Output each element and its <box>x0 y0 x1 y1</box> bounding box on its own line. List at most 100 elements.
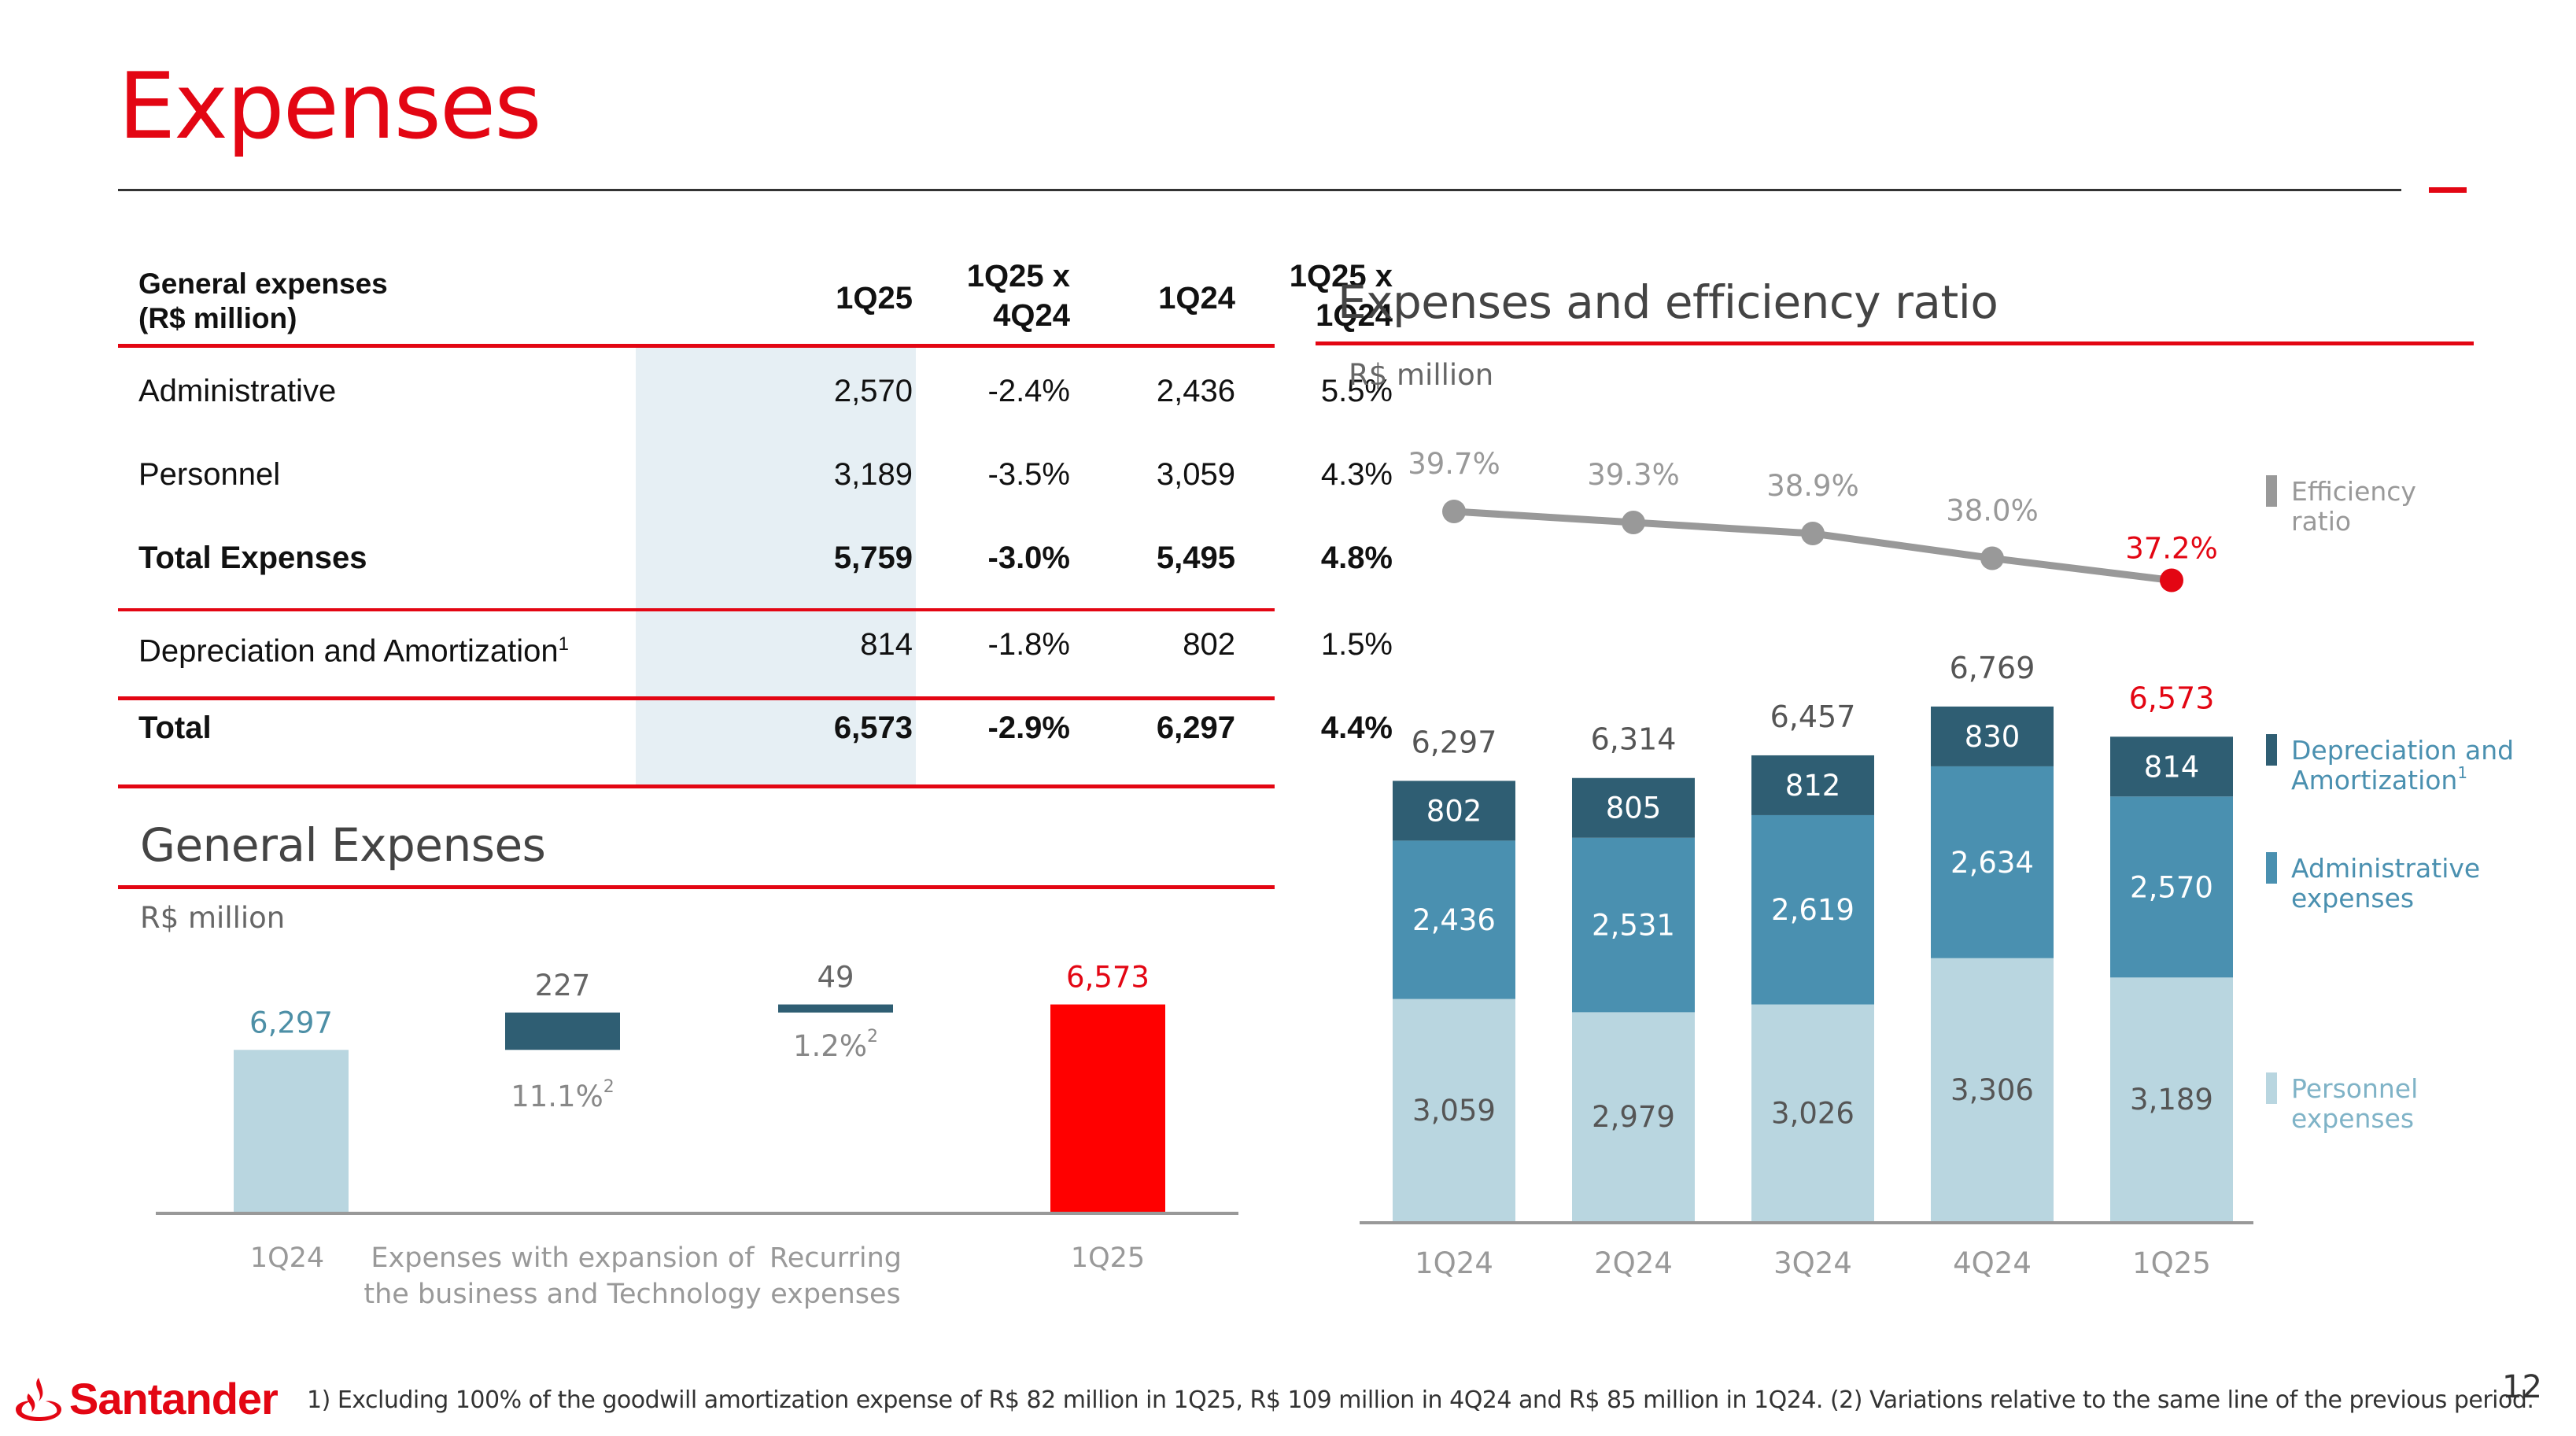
cell-1q24: 802 <box>1183 627 1235 662</box>
cell-1q25-vs-1q24: 4.3% <box>1320 457 1393 492</box>
general-expenses-rule <box>118 885 1275 889</box>
stacked-bar-segment <box>2110 977 2233 1221</box>
stacked-bar-segment <box>1393 840 1515 999</box>
stacked-bar-segment <box>1931 706 2054 766</box>
legend-label: expenses <box>2291 883 2414 914</box>
cell-1q25-vs-1q24: 4.8% <box>1320 541 1393 575</box>
waterfall-chart: 6,297 227 49 6,573 11.1%2 1.2%2 1Q24 Expenses w… <box>156 961 1238 1310</box>
stacked-category-label: 3Q24 <box>1773 1246 1852 1280</box>
legend-label: ratio <box>2291 506 2351 537</box>
table-rule-bottom <box>118 784 1275 788</box>
cell-1q25-vs-4q24: -3.0% <box>987 541 1071 575</box>
waterfall-value-label: 49 <box>817 961 854 995</box>
row-label: Administrative <box>138 371 336 411</box>
efficiency-point <box>1442 500 1466 523</box>
row-label-text: Personnel <box>138 457 281 492</box>
cell-1q24: 6,297 <box>1156 711 1235 745</box>
table-rule-middle <box>118 608 1275 611</box>
cell-1q25-vs-4q24: -1.8% <box>987 627 1071 662</box>
stacked-segment-label: 2,531 <box>1592 909 1675 943</box>
legend-swatch <box>2266 852 2277 884</box>
stacked-bar-segment <box>1751 1004 1874 1221</box>
page-number: 12 <box>2502 1369 2542 1405</box>
legend-label: Amortization1 <box>2291 763 2467 796</box>
stacked-segment-label: 814 <box>2144 750 2200 784</box>
stacked-segment-label: 3,189 <box>2130 1083 2213 1117</box>
waterfall-annotation: 11.1%2 <box>511 1077 614 1113</box>
waterfall-annotation: 1.2%2 <box>793 1027 878 1063</box>
row-label-text: Total <box>138 711 212 745</box>
stacked-bar-segment <box>2110 736 2233 797</box>
table-header-label-1: General expenses <box>138 268 388 300</box>
stacked-total-label: 6,297 <box>1412 725 1497 759</box>
cell-1q25-vs-4q24: -3.5% <box>987 457 1071 492</box>
efficiency-subtitle: R$ million <box>1349 358 1494 392</box>
legend-label: expenses <box>2291 1103 2414 1134</box>
table-row: Total 6,573 -2.9% 6,297 4.4% <box>118 708 1393 752</box>
row-label: Total Expenses <box>138 538 367 578</box>
stacked-bar-segment <box>1393 999 1515 1221</box>
legend-swatch <box>2266 734 2277 766</box>
stacked-bar-segment <box>1572 837 1695 1013</box>
efficiency-point <box>2160 568 2183 592</box>
efficiency-label: 38.0% <box>1946 494 2039 528</box>
row-label-text: Administrative <box>138 374 337 408</box>
cell-1q25: 2,570 <box>833 374 913 408</box>
general-expenses-subtitle: R$ million <box>140 901 286 935</box>
legend-label: Personnel <box>2291 1073 2418 1104</box>
legend-swatch <box>2266 1072 2277 1104</box>
row-label-text: Total Expenses <box>138 541 367 575</box>
waterfall-category-label: expenses <box>770 1279 901 1310</box>
table-row: Total Expenses 5,759 -3.0% 5,495 4.8% <box>118 538 1393 582</box>
cell-1q24: 3,059 <box>1156 457 1235 492</box>
stacked-bar-segment <box>1931 766 2054 958</box>
row-label: Total <box>138 708 212 748</box>
table-header-label-2: (R$ million) <box>138 302 297 334</box>
logo-text: Santander <box>69 1374 279 1423</box>
stacked-category-label: 4Q24 <box>1953 1246 2032 1280</box>
efficiency-point <box>1801 522 1825 545</box>
cell-1q25: 3,189 <box>833 457 913 492</box>
table-header-col4-line2: 1Q24 <box>1316 298 1393 333</box>
stacked-bar-segment <box>1751 814 1874 1005</box>
stacked-bar-segment <box>1393 781 1515 841</box>
stacked-total-label: 6,769 <box>1950 651 2035 685</box>
row-label-footnote: 1 <box>558 633 569 655</box>
waterfall-value-label: 227 <box>535 969 591 1002</box>
stacked-segment-label: 2,619 <box>1771 893 1854 927</box>
waterfall-value-label: 6,297 <box>249 1006 333 1039</box>
waterfall-bar <box>778 1004 893 1013</box>
stacked-segment-label: 3,059 <box>1412 1094 1496 1128</box>
cell-1q25-vs-4q24: -2.4% <box>987 374 1071 408</box>
row-label: Personnel <box>138 455 280 494</box>
legend-swatch <box>2266 475 2277 507</box>
stacked-segment-label: 812 <box>1785 769 1841 803</box>
efficiency-label: 39.7% <box>1408 447 1500 481</box>
legend-label: Efficiency <box>2291 476 2416 507</box>
stacked-category-label: 1Q24 <box>1415 1246 1493 1280</box>
stacked-bar-segment <box>1572 777 1695 838</box>
table-header-col2-line1: 1Q25 x <box>966 259 1070 293</box>
cell-1q24: 2,436 <box>1156 374 1235 408</box>
waterfall-category-label: 1Q24 <box>250 1242 324 1274</box>
stacked-bar-segment <box>1751 755 1874 815</box>
cell-1q25: 6,573 <box>833 711 913 745</box>
efficiency-chart: 3,059 2,436 802 6,297 1Q24 2,979 2,531 805 6,314… <box>1360 447 2514 1280</box>
stacked-bar-segment <box>2110 796 2233 978</box>
table-header-rule <box>118 344 1275 348</box>
efficiency-label: 38.9% <box>1766 469 1859 503</box>
cell-1q25-vs-1q24: 1.5% <box>1320 627 1393 662</box>
stacked-total-label: 6,457 <box>1770 700 1856 734</box>
legend-label: Depreciation and <box>2291 735 2514 766</box>
table-row: Depreciation and Amortization1 814 -1.8% 80… <box>118 625 1393 669</box>
stacked-category-label: 2Q24 <box>1594 1246 1673 1280</box>
efficiency-point <box>1622 511 1645 534</box>
efficiency-label: 37.2% <box>2125 532 2218 566</box>
cell-1q25-vs-4q24: -2.9% <box>987 711 1071 745</box>
stacked-segment-label: 2,436 <box>1412 903 1496 937</box>
stacked-segment-label: 802 <box>1426 794 1482 828</box>
legend-label: Administrative <box>2291 853 2480 884</box>
table-rule-total <box>118 696 1275 700</box>
stacked-bar-segment <box>1572 1012 1695 1221</box>
stacked-segment-label: 2,979 <box>1592 1100 1675 1134</box>
